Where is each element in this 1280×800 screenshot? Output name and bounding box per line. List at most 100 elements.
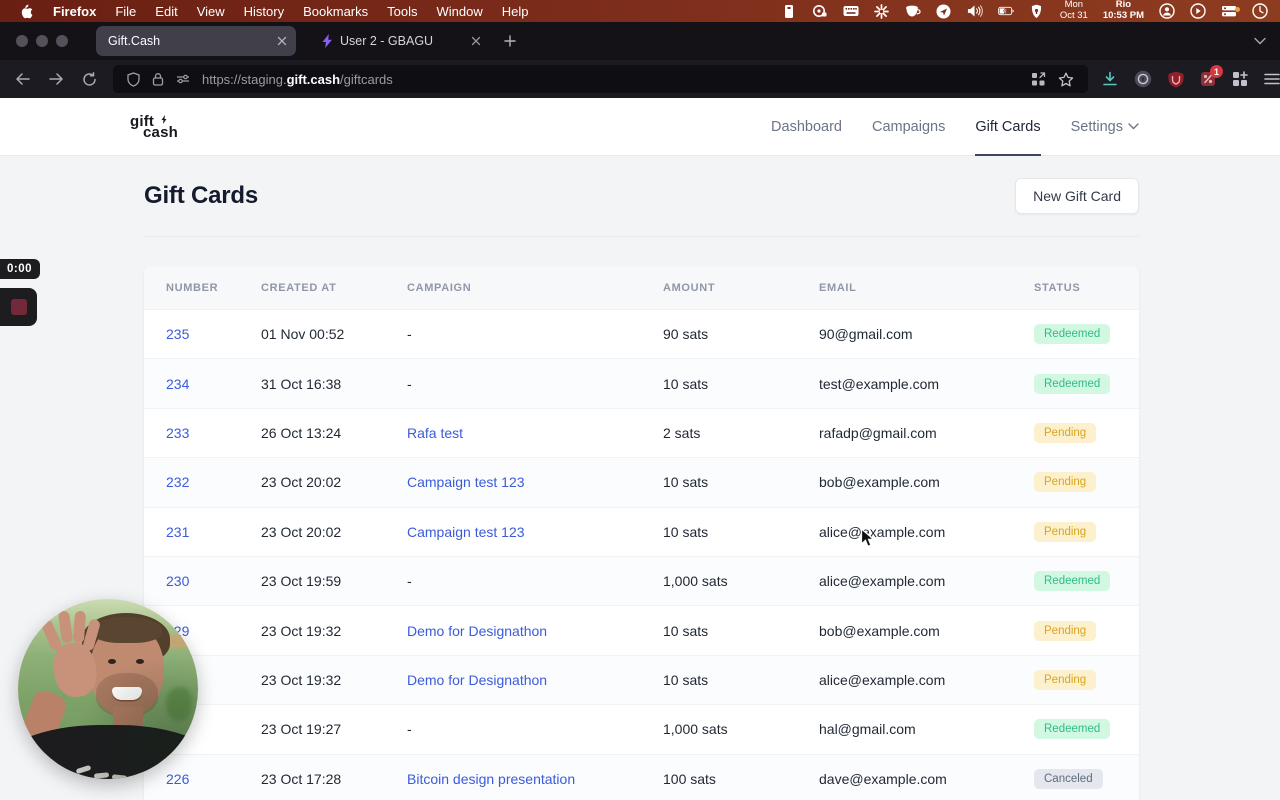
volume-icon[interactable]	[967, 3, 983, 19]
nav-campaigns[interactable]: Campaigns	[871, 118, 946, 135]
play-circle-icon[interactable]	[1190, 3, 1206, 19]
cell-number-link[interactable]: 231	[166, 523, 190, 540]
cell-email: test@example.com	[819, 375, 940, 392]
lightning-favicon	[322, 34, 333, 48]
extension-badge: 1	[1210, 65, 1223, 78]
cell-email: 90@gmail.com	[819, 326, 913, 343]
window-minimize-button[interactable]	[36, 35, 48, 47]
nav-dashboard[interactable]: Dashboard	[771, 118, 842, 135]
menubar-date[interactable]: Mon Oct 31	[1059, 0, 1088, 21]
cell-number-link[interactable]: 232	[166, 474, 190, 491]
tab-close-icon[interactable]	[277, 36, 287, 46]
cell-created-at: 31 Oct 16:38	[261, 375, 342, 392]
menu-firefox[interactable]: Firefox	[53, 3, 97, 19]
col-number: Number	[166, 281, 219, 294]
forward-button[interactable]	[42, 65, 70, 93]
col-status: Status	[1034, 281, 1081, 294]
back-button[interactable]	[9, 65, 37, 93]
cell-amount: 10 sats	[663, 474, 709, 491]
window-close-button[interactable]	[16, 35, 28, 47]
list-all-tabs-button[interactable]	[1254, 37, 1266, 45]
cell-campaign[interactable]: Demo for Designathon	[407, 622, 548, 639]
url-bar[interactable]: https://staging.gift.cash/giftcards	[113, 65, 1088, 93]
tab-label: User 2 - GBAGUS	[340, 34, 433, 48]
divider	[144, 236, 1139, 237]
cell-campaign: -	[407, 326, 412, 343]
reload-button[interactable]	[75, 65, 103, 93]
cell-email: alice@example.com	[819, 573, 946, 590]
browser-tab-bar: Gift.Cash User 2 - GBAGUS	[0, 22, 1280, 60]
cell-created-at: 23 Oct 20:02	[261, 523, 342, 540]
cell-number-link[interactable]: 234	[166, 375, 190, 392]
cell-amount: 10 sats	[663, 671, 709, 688]
recorder-status-icon[interactable]	[812, 3, 828, 19]
stack-icon[interactable]	[1221, 3, 1240, 19]
cell-created-at: 23 Oct 20:02	[261, 474, 342, 491]
tab-user2[interactable]: User 2 - GBAGUS	[312, 26, 490, 56]
user-switch-icon[interactable]	[1159, 3, 1175, 19]
page-actions-grid-icon[interactable]	[1031, 71, 1046, 87]
cell-amount: 90 sats	[663, 326, 709, 343]
cell-campaign[interactable]: Campaign test 123	[407, 474, 525, 491]
status-badge: Canceled	[1034, 768, 1103, 789]
cell-campaign[interactable]: Rafa test	[407, 424, 464, 441]
coffee-cup-icon[interactable]	[905, 3, 921, 19]
ublock-icon[interactable]	[1168, 71, 1184, 88]
cell-campaign[interactable]: Campaign test 123	[407, 523, 525, 540]
tab-giftcash[interactable]: Gift.Cash	[96, 26, 296, 56]
cell-number-link[interactable]: 233	[166, 424, 190, 441]
menu-view[interactable]: View	[196, 3, 225, 19]
clock-icon[interactable]	[1252, 3, 1268, 19]
status-badge: Redeemed	[1034, 571, 1111, 592]
col-amount: Amount	[663, 281, 716, 294]
cell-amount: 2 sats	[663, 424, 701, 441]
tracking-shield-icon[interactable]	[127, 71, 140, 87]
asterisk-icon[interactable]	[874, 3, 890, 19]
stop-recording-button[interactable]	[0, 288, 37, 326]
menu-help[interactable]: Help	[501, 3, 529, 19]
menu-bookmarks[interactable]: Bookmarks	[303, 3, 369, 19]
extensions-icon[interactable]	[1232, 71, 1248, 87]
cell-number-link[interactable]: 235	[166, 326, 190, 343]
url-text[interactable]: https://staging.gift.cash/giftcards	[202, 71, 393, 87]
menu-file[interactable]: File	[115, 3, 137, 19]
keyboard-icon[interactable]	[843, 3, 859, 19]
cell-campaign[interactable]: Bitcoin design presentation	[407, 770, 576, 787]
location-arrow-icon[interactable]	[936, 3, 952, 19]
cell-campaign[interactable]: Demo for Designathon	[407, 671, 548, 688]
apple-icon[interactable]	[18, 3, 34, 19]
window-zoom-button[interactable]	[56, 35, 68, 47]
giftcash-logo[interactable]: gift cash	[130, 112, 178, 141]
new-tab-button[interactable]	[504, 35, 516, 47]
drive-lock-icon[interactable]	[781, 3, 797, 19]
downloads-icon[interactable]	[1102, 71, 1118, 87]
menubar-clock[interactable]: Rio 10:53 PM	[1102, 0, 1144, 21]
status-badge: Pending	[1034, 521, 1097, 542]
webcam-bubble[interactable]	[18, 599, 198, 779]
menu-edit[interactable]: Edit	[155, 3, 178, 19]
tab-close-icon[interactable]	[471, 36, 481, 46]
cell-amount: 10 sats	[663, 622, 709, 639]
proxy-extension-icon[interactable]: 1	[1200, 65, 1223, 87]
nav-settings[interactable]: Settings	[1071, 98, 1139, 156]
menu-history[interactable]: History	[243, 3, 285, 19]
lock-icon[interactable]	[152, 72, 164, 86]
nav-gift-cards[interactable]: Gift Cards	[975, 98, 1041, 156]
new-gift-card-button[interactable]: New Gift Card	[1015, 178, 1139, 214]
app-menu-icon[interactable]	[1264, 73, 1280, 85]
cell-created-at: 01 Nov 00:52	[261, 326, 345, 343]
table-row: 228 23 Oct 19:32 Demo for Designathon 10…	[144, 655, 1139, 706]
cell-number-link[interactable]: 230	[166, 573, 190, 590]
bookmark-star-icon[interactable]	[1058, 72, 1074, 87]
status-badge: Pending	[1034, 669, 1097, 690]
battery-icon[interactable]	[997, 3, 1014, 19]
menu-tools[interactable]: Tools	[387, 3, 418, 19]
cell-created-at: 23 Oct 19:32	[261, 622, 342, 639]
menu-window[interactable]: Window	[436, 3, 483, 19]
password-manager-icon[interactable]	[1134, 70, 1152, 88]
permissions-sliders-icon[interactable]	[176, 73, 190, 85]
vpn-shield-icon[interactable]	[1029, 3, 1045, 19]
cell-created-at: 23 Oct 19:59	[261, 573, 342, 590]
cell-email: alice@example.com	[819, 671, 946, 688]
